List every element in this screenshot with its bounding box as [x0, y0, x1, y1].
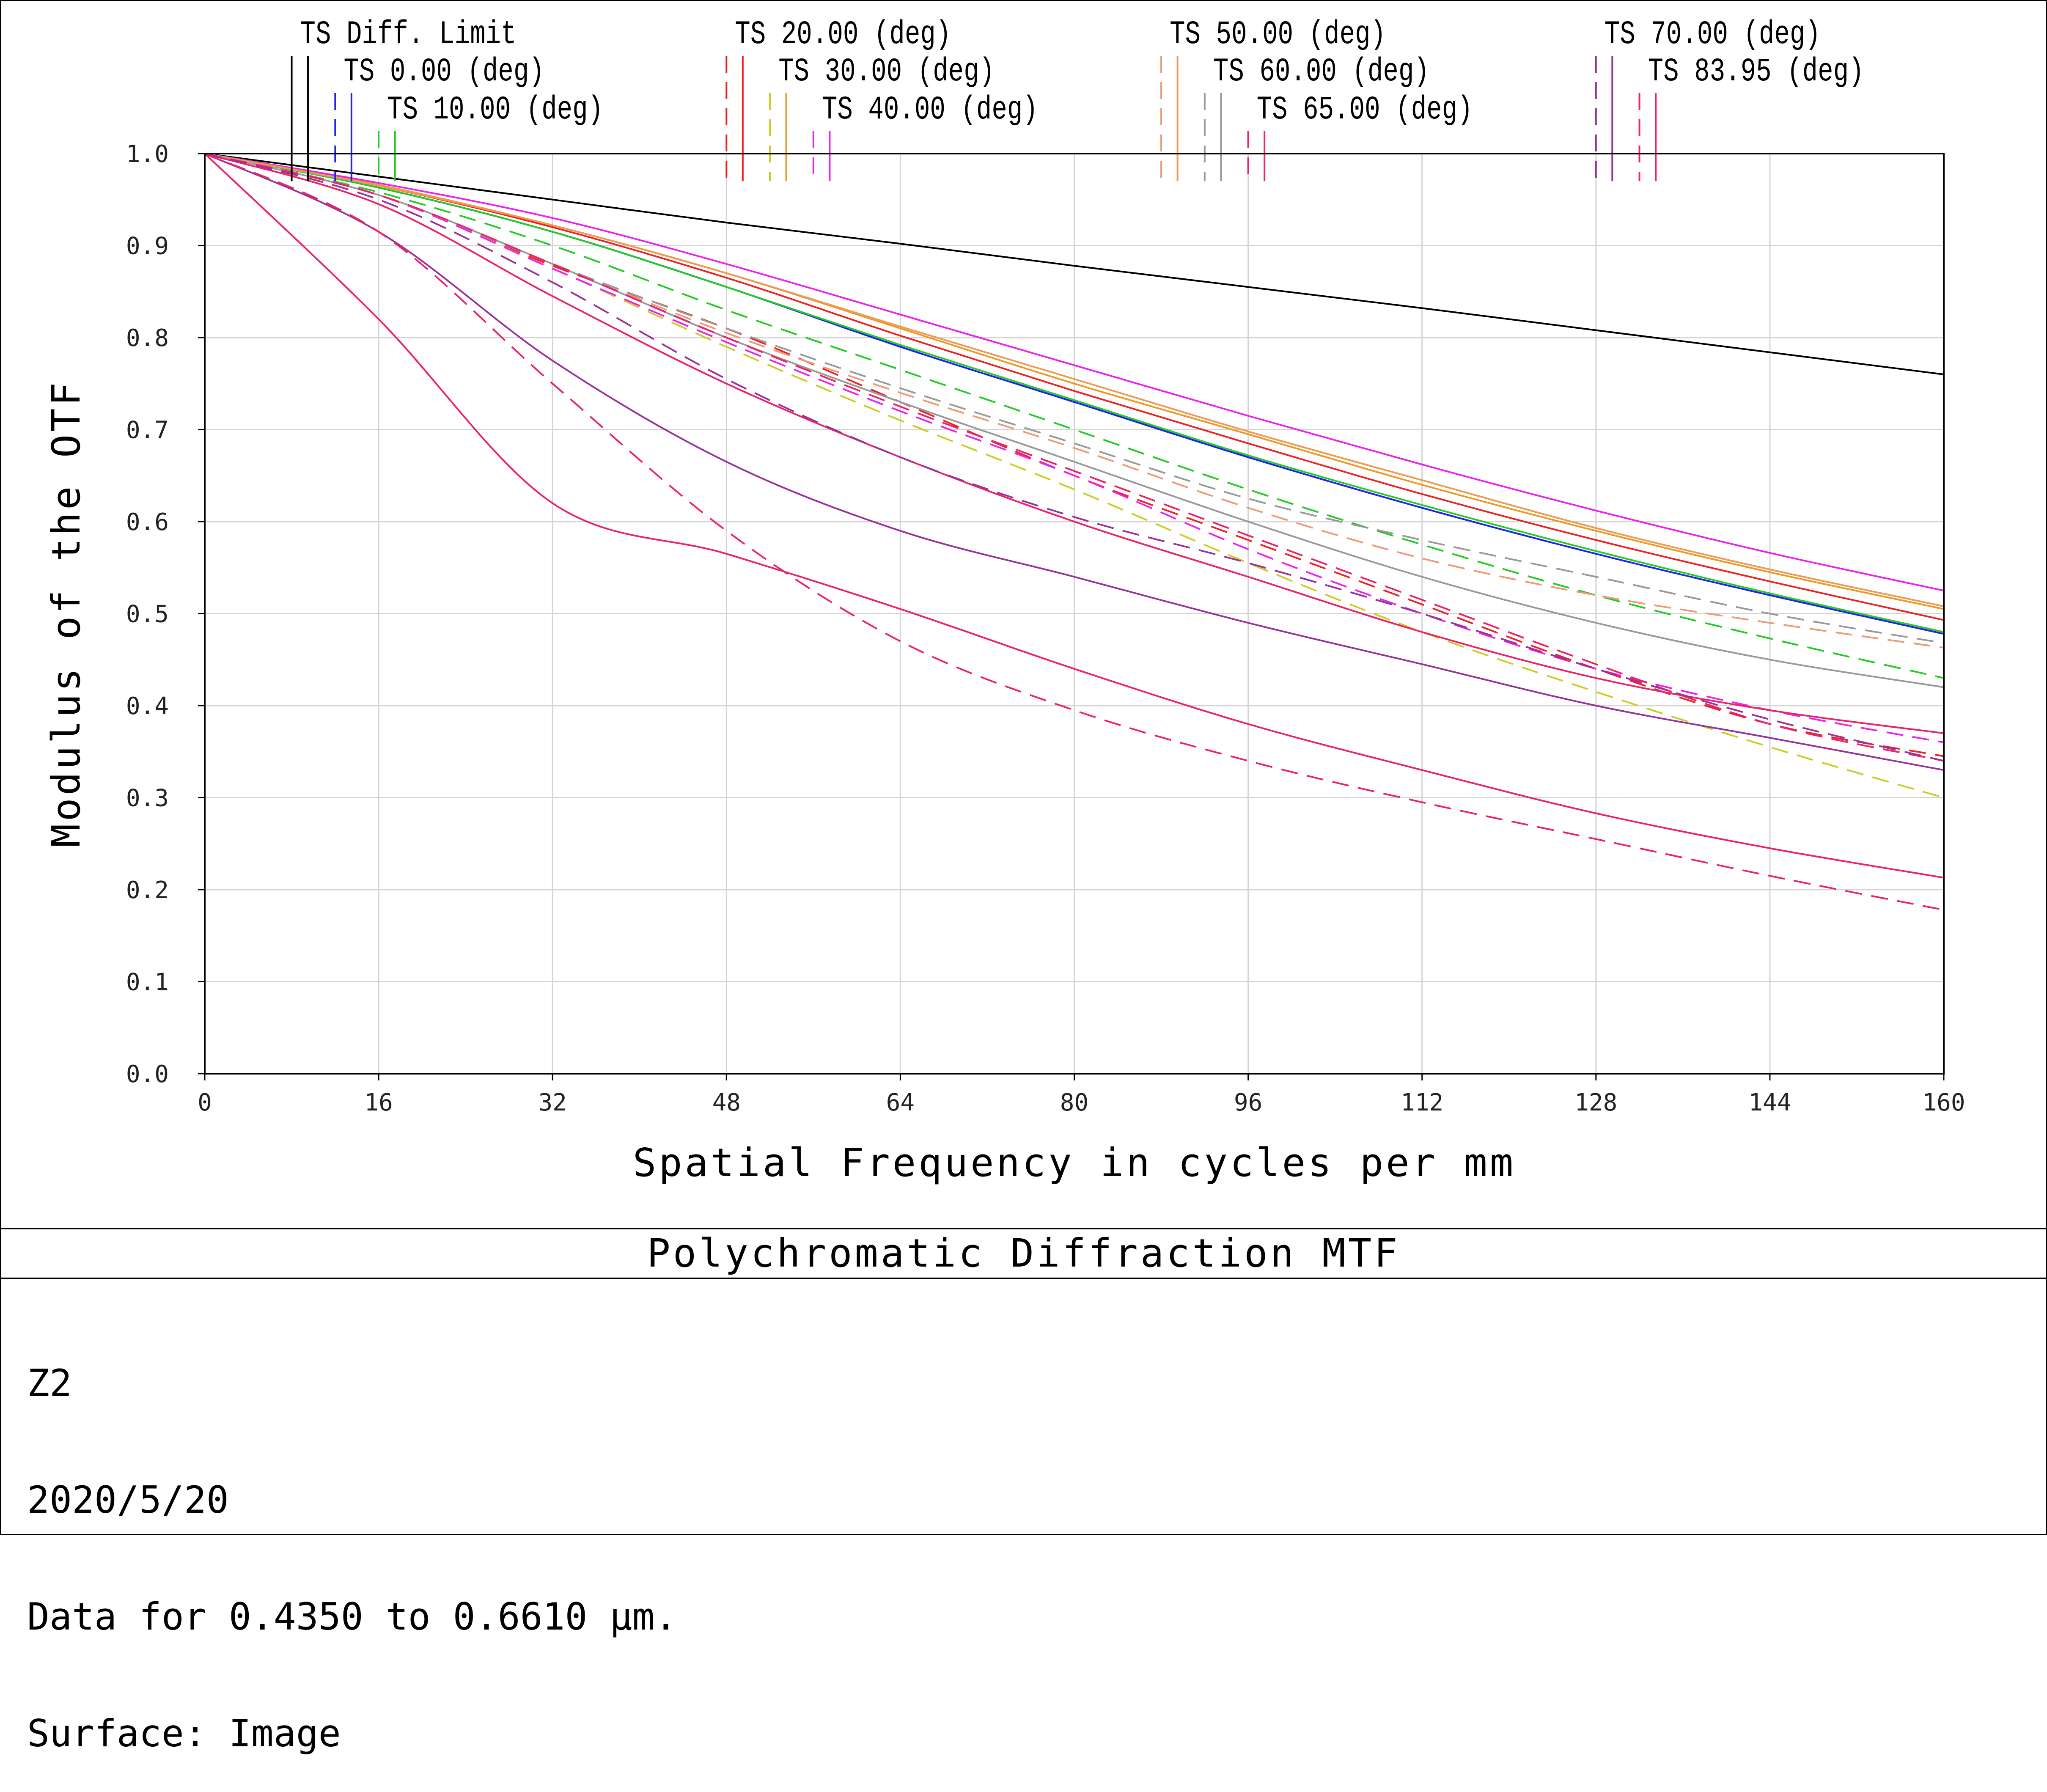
- chart-title: Polychromatic Diffraction MTF: [0, 1228, 2047, 1279]
- axes: 0 16 32 48 64 80 96 112 128 144 160 0.0 0.1 0.2 0.3 0.4…: [126, 140, 1965, 1116]
- series-line: [204, 153, 1944, 734]
- y-tick-label: 0.7: [126, 417, 169, 444]
- series-line: [204, 153, 1944, 679]
- info-block: Z2 2020/5/20 Data for 0.4350 to 0.6610 µ…: [27, 1286, 677, 1792]
- series-line: [204, 153, 1944, 799]
- y-tick-label: 0.0: [126, 1061, 169, 1088]
- y-tick-label: 1.0: [126, 140, 169, 168]
- series-line: [204, 153, 1944, 879]
- x-tick-label: 64: [886, 1089, 915, 1116]
- legend-label: TS 50.00 (deg): [1170, 16, 1386, 53]
- y-tick-label: 0.4: [126, 693, 169, 720]
- legend-label: TS 83.95 (deg): [1648, 53, 1864, 91]
- y-tick-label: 0.5: [126, 601, 169, 628]
- series-line: [204, 153, 1944, 375]
- x-tick-label: 16: [364, 1089, 393, 1116]
- legend-label: TS 30.00 (deg): [778, 53, 995, 91]
- y-tick-label: 0.1: [126, 969, 169, 996]
- x-tick-label: 160: [1922, 1089, 1965, 1116]
- series-line: [204, 153, 1944, 633]
- x-tick-label: 96: [1234, 1089, 1262, 1116]
- series-line: [204, 153, 1944, 762]
- plot-window-frame: [0, 0, 2047, 1535]
- series-lines: [204, 153, 1944, 911]
- legend-label: TS 60.00 (deg): [1213, 53, 1429, 91]
- y-axis-label: Modulus of the OTF: [44, 380, 89, 847]
- series-line: [204, 153, 1944, 911]
- x-tick-label: 128: [1574, 1089, 1617, 1116]
- series-line: [204, 153, 1944, 771]
- info-lens-name: Z2: [27, 1361, 72, 1405]
- y-tick-label: 0.6: [126, 508, 169, 536]
- x-tick-label: 144: [1748, 1089, 1791, 1116]
- x-tick-label: 48: [712, 1089, 741, 1116]
- y-tick-label: 0.8: [126, 324, 169, 352]
- grid: [204, 153, 1945, 1075]
- y-tick-label: 0.2: [126, 877, 169, 904]
- info-surface: Surface: Image: [27, 1712, 341, 1755]
- y-tick-label: 0.3: [126, 785, 169, 812]
- series-line: [204, 153, 1944, 621]
- legend-label: TS 0.00 (deg): [343, 53, 544, 91]
- x-axis-label: Spatial Frequency in cycles per mm: [633, 1140, 1516, 1185]
- y-tick-label: 0.9: [126, 233, 169, 260]
- legend-label: TS 40.00 (deg): [822, 91, 1038, 129]
- x-tick-label: 80: [1060, 1089, 1088, 1116]
- info-date: 2020/5/20: [27, 1478, 229, 1522]
- series-line: [204, 153, 1944, 607]
- legend-label: TS 65.00 (deg): [1257, 91, 1473, 129]
- x-tick-label: 112: [1401, 1089, 1443, 1116]
- legend-label: TS 70.00 (deg): [1605, 16, 1821, 53]
- legend-label: TS 20.00 (deg): [735, 16, 951, 53]
- x-tick-label: 32: [538, 1089, 566, 1116]
- series-line: [204, 153, 1944, 592]
- legend-label: TS 10.00 (deg): [387, 91, 603, 129]
- legend-label: TS Diff. Limit: [300, 16, 517, 53]
- info-wavelength: Data for 0.4350 to 0.6610 µm.: [27, 1595, 677, 1638]
- x-tick-label: 0: [198, 1089, 212, 1116]
